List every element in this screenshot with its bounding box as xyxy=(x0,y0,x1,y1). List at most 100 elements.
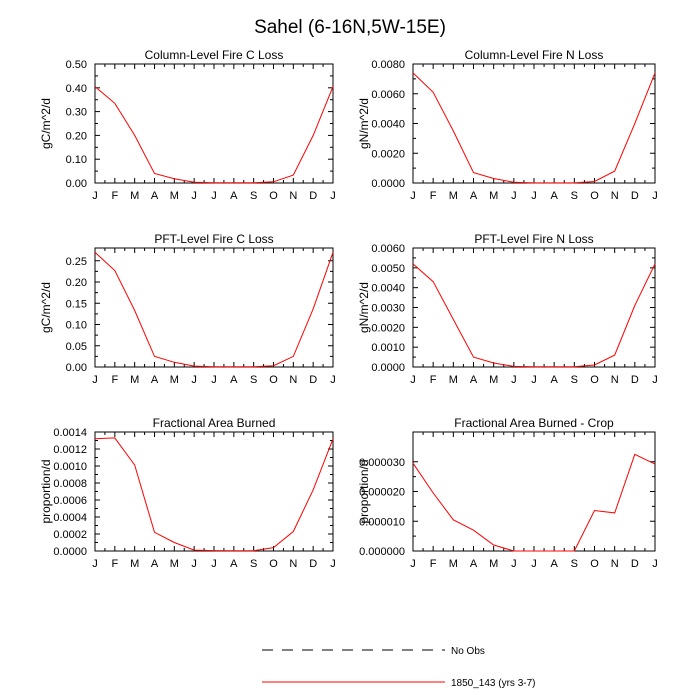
y-tick-label: 0.00 xyxy=(66,178,87,190)
x-tick-label: A xyxy=(230,558,238,570)
x-tick-label: D xyxy=(309,190,317,202)
x-tick-label: A xyxy=(550,374,558,386)
y-tick-label: 0.0020 xyxy=(371,322,405,334)
x-tick-label: N xyxy=(611,190,619,202)
x-tick-label: J xyxy=(511,374,517,386)
y-tick-label: 0.0000 xyxy=(371,178,405,190)
y-tick-label: 0.50 xyxy=(66,59,87,71)
x-tick-label: M xyxy=(170,374,179,386)
x-tick-label: M xyxy=(489,374,498,386)
x-tick-label: J xyxy=(191,374,197,386)
y-tick-label: 0.05 xyxy=(66,341,87,353)
x-tick-label: A xyxy=(550,190,558,202)
y-tick-label: 0.0010 xyxy=(53,461,87,473)
x-tick-label: J xyxy=(511,190,517,202)
y-tick-label: 0.10 xyxy=(66,154,87,166)
x-tick-label: M xyxy=(130,190,139,202)
x-tick-label: J xyxy=(92,374,98,386)
x-tick-label: J xyxy=(410,190,416,202)
x-tick-label: S xyxy=(571,558,578,570)
x-tick-label: N xyxy=(611,374,619,386)
x-tick-label: J xyxy=(211,374,217,386)
x-tick-label: J xyxy=(330,190,336,202)
y-tick-label: 0.0010 xyxy=(371,342,405,354)
x-tick-label: J xyxy=(92,558,98,570)
x-tick-label: F xyxy=(430,374,437,386)
plot-frame xyxy=(94,431,334,552)
y-tick-label: 0.40 xyxy=(66,83,87,95)
x-tick-label: D xyxy=(631,558,639,570)
y-tick-label: 0.0060 xyxy=(371,89,405,101)
panel-title: Column-Level Fire C Loss xyxy=(145,48,284,62)
y-axis-label: proportion/d xyxy=(39,459,53,523)
x-tick-label: A xyxy=(550,558,558,570)
figure-title: Sahel (6-16N,5W-15E) xyxy=(254,17,446,38)
y-tick-label: 0.0080 xyxy=(371,59,405,71)
x-tick-label: M xyxy=(489,558,498,570)
x-tick-label: J xyxy=(531,558,537,570)
y-tick-label: 0.15 xyxy=(66,298,87,310)
x-tick-label: J xyxy=(652,190,658,202)
y-tick-label: 0.20 xyxy=(66,277,87,289)
x-tick-label: O xyxy=(590,374,599,386)
x-tick-label: M xyxy=(449,190,458,202)
y-tick-label: 0.0014 xyxy=(53,427,87,439)
y-tick-label: 0.000030 xyxy=(359,457,405,469)
x-tick-label: M xyxy=(130,558,139,570)
y-tick-label: 0.00 xyxy=(66,362,87,374)
x-tick-label: J xyxy=(92,190,98,202)
x-tick-label: F xyxy=(111,374,118,386)
x-tick-label: F xyxy=(111,558,118,570)
x-tick-label: M xyxy=(170,190,179,202)
x-tick-label: S xyxy=(250,558,257,570)
y-tick-label: 0.0000 xyxy=(371,362,405,374)
y-tick-label: 0.0002 xyxy=(53,529,87,541)
x-tick-label: J xyxy=(211,558,217,570)
x-tick-label: O xyxy=(269,374,278,386)
series-line-1 xyxy=(94,86,334,184)
x-tick-label: S xyxy=(571,374,578,386)
panel-title: Column-Level Fire N Loss xyxy=(465,48,604,62)
y-tick-label: 0.0000 xyxy=(53,546,87,558)
legend-model-label: 1850_143 (yrs 3-7) xyxy=(451,678,536,689)
x-tick-label: O xyxy=(590,558,599,570)
x-tick-label: N xyxy=(289,374,297,386)
chart-panel-6: Fractional Area Burned - Crop proportion/… xyxy=(357,416,658,570)
x-tick-label: M xyxy=(130,374,139,386)
y-axis-label: gC/m^2/d xyxy=(39,98,53,149)
y-tick-label: 0.0020 xyxy=(371,148,405,160)
x-tick-label: J xyxy=(652,558,658,570)
y-tick-label: 0.0004 xyxy=(53,512,87,524)
x-tick-label: O xyxy=(269,190,278,202)
x-tick-label: A xyxy=(151,558,159,570)
x-tick-label: S xyxy=(250,190,257,202)
legend-no-obs-label: No Obs xyxy=(451,646,485,657)
y-tick-label: 0.0008 xyxy=(53,478,87,490)
y-tick-label: 0.0030 xyxy=(371,303,405,315)
y-axis-label: proportion/d xyxy=(357,459,371,523)
panel-title: PFT-Level Fire N Loss xyxy=(474,232,593,246)
x-tick-label: J xyxy=(410,558,416,570)
x-tick-label: S xyxy=(571,190,578,202)
x-tick-label: M xyxy=(449,374,458,386)
y-tick-label: 0.0040 xyxy=(371,119,405,131)
y-tick-label: 0.30 xyxy=(66,107,87,119)
y-tick-label: 0.000010 xyxy=(359,516,405,528)
x-tick-label: O xyxy=(269,558,278,570)
y-tick-label: 0.25 xyxy=(66,256,87,268)
x-tick-label: J xyxy=(330,558,336,570)
x-tick-label: A xyxy=(230,190,238,202)
plot-frame xyxy=(412,247,656,368)
x-tick-label: J xyxy=(410,374,416,386)
x-tick-label: A xyxy=(470,374,478,386)
x-tick-label: J xyxy=(531,374,537,386)
x-tick-label: A xyxy=(230,374,238,386)
series-line-1 xyxy=(94,251,334,368)
x-tick-label: F xyxy=(430,558,437,570)
x-tick-label: A xyxy=(470,190,478,202)
x-tick-label: A xyxy=(151,190,159,202)
panel-title: Fractional Area Burned - Crop xyxy=(454,416,614,430)
